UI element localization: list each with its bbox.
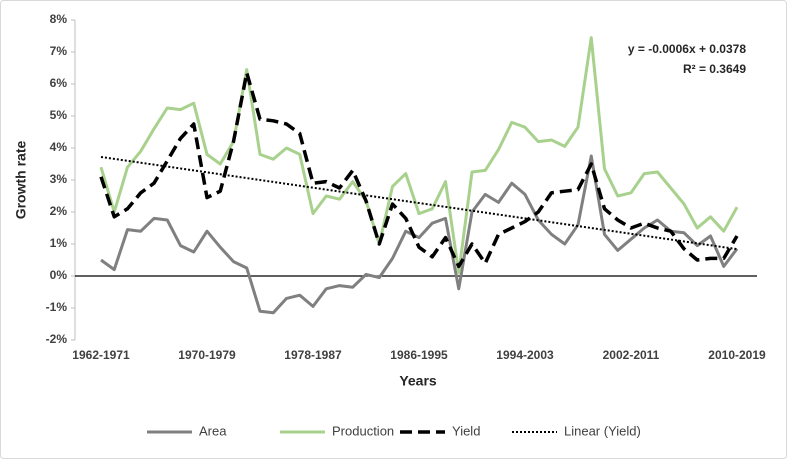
y-tick-label: 5% [50, 108, 68, 122]
y-tick-label: 4% [50, 140, 68, 154]
y-tick-label: 6% [50, 76, 68, 90]
series-line [100, 155, 738, 251]
x-tick-label: 1962-1971 [72, 348, 130, 362]
y-axis-title: Growth rate [13, 141, 29, 220]
legend-label: Yield [452, 423, 480, 438]
trend-r2: R² = 0.3649 [683, 62, 746, 76]
x-tick-label: 1986-1995 [390, 348, 448, 362]
trend-equation: y = -0.0006x + 0.0378 [628, 42, 746, 56]
y-tick-label: 1% [50, 236, 68, 250]
series-line [99, 71, 739, 269]
y-tick-label: 7% [50, 44, 68, 58]
legend-label: Area [199, 423, 227, 438]
x-tick-label: 1970-1979 [178, 348, 236, 362]
legend-label: Linear (Yield) [564, 423, 641, 438]
series-line [99, 36, 739, 275]
x-tick-label: 2010-2019 [708, 348, 766, 362]
series-line [100, 154, 739, 315]
y-tick-label: -1% [46, 300, 68, 314]
legend-label: Production [332, 423, 394, 438]
x-axis-title: Years [399, 373, 437, 389]
x-tick-label: 1994-2003 [496, 348, 554, 362]
y-tick-label: 8% [50, 12, 68, 26]
y-tick-label: -2% [46, 332, 68, 346]
x-tick-label: 1978-1987 [284, 348, 342, 362]
y-tick-label: 0% [50, 268, 68, 282]
x-tick-label: 2002-2011 [603, 348, 660, 362]
y-tick-label: 3% [50, 172, 68, 186]
y-tick-label: 2% [50, 204, 68, 218]
